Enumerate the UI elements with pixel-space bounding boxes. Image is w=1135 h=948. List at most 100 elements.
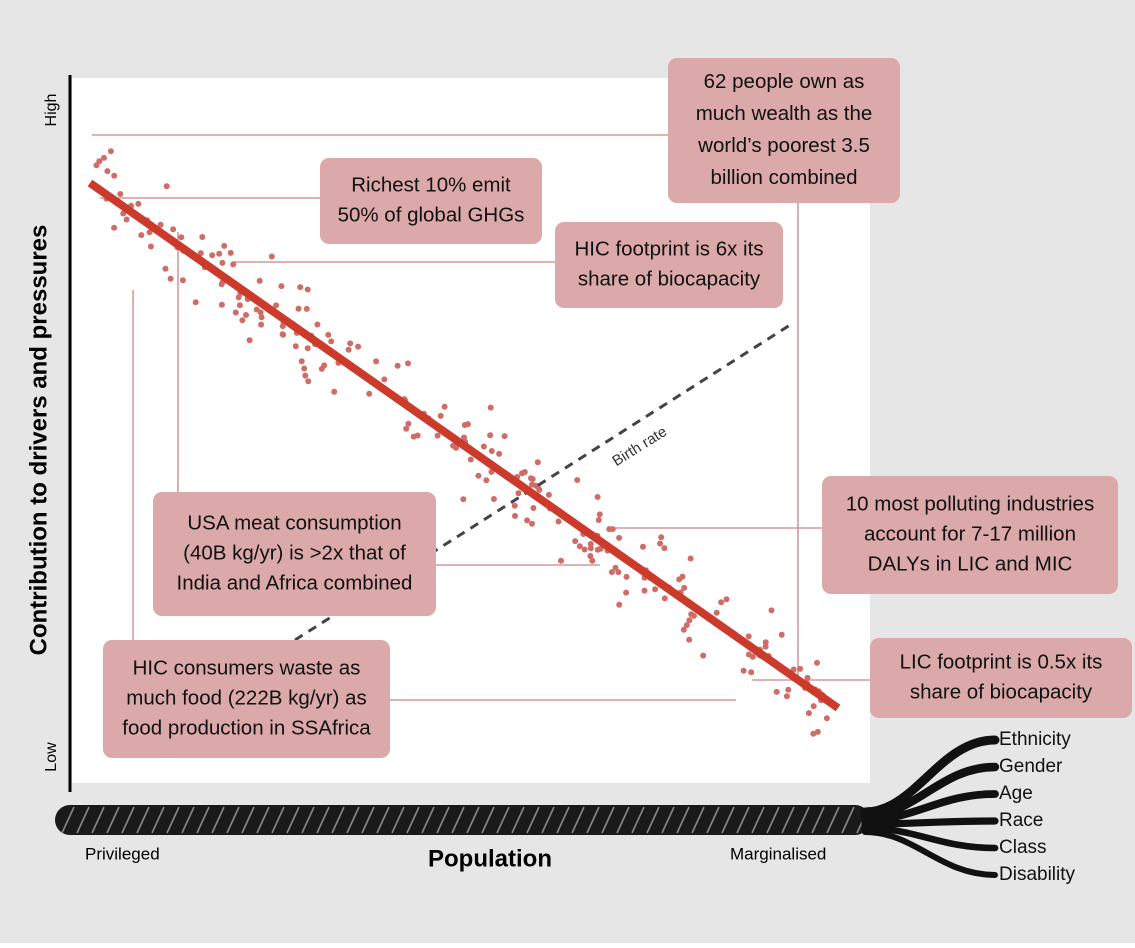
y-high: High [43,94,60,127]
scatter-dot [268,253,275,260]
scatter-dot [487,432,494,439]
scatter-dot [606,526,613,533]
scatter-dot [773,688,780,695]
scatter-dot [594,494,601,500]
rope-twist [211,806,225,834]
scatter-dot [467,456,474,463]
scatter-dot [501,433,508,440]
scatter-dot [394,362,401,369]
callout-text: account for 7-17 million [864,522,1076,545]
scatter-dot [740,667,747,674]
rope-twist [841,806,855,834]
strand-label: Class [999,837,1047,858]
rope-twist [451,806,465,834]
scatter-dot [243,312,249,318]
scatter-dot [745,633,752,640]
scatter-dot [661,545,668,552]
scatter-dot [515,490,522,497]
scatter-dot [101,154,107,161]
scatter-dot [302,372,309,379]
scatter-dot [783,693,790,700]
scatter-dot [111,224,118,231]
callout-text: much food (222B kg/yr) as [126,686,366,709]
rope-twist [331,806,345,834]
scatter-dot [410,433,417,440]
rope-twist [631,806,645,834]
scatter-dot [581,546,588,553]
scatter-dot [723,596,730,603]
rope-twist [166,806,180,834]
scatter-dot [490,496,497,502]
scatter-dot [745,651,752,658]
scatter-dot [157,221,164,228]
scatter-dot [464,421,471,428]
scatter-dot [524,517,531,524]
rope-twist [601,806,615,834]
rope-twist [151,806,165,834]
scatter-dot [612,564,619,571]
callout-box [103,640,390,758]
rope-twist [76,806,90,834]
scatter-dot [405,420,412,427]
rope-twist [616,806,630,834]
scatter-dot [232,309,239,316]
rope-twist [556,806,570,834]
scatter-dot [178,234,185,241]
scatter-dot [713,609,720,616]
strand-label: Age [999,783,1033,804]
scatter-dot [135,200,142,207]
rope-twist [301,806,315,834]
callout-box [668,58,900,203]
rope-twist [241,806,255,834]
scatter-dot [545,491,552,498]
rope-twist [376,806,390,834]
scatter-dot [331,388,338,395]
scatter-dot [218,281,225,288]
scatter-dot [278,283,285,290]
rope-twist [826,806,840,834]
scatter-dot [218,301,225,308]
scatter-dot [170,226,177,233]
scatter-dot [814,659,820,666]
scatter-dot [623,589,630,596]
rope-twist [526,806,540,834]
scatter-dot [219,259,226,266]
y-axis-label: Contribution to drivers and pressures [25,225,52,656]
scatter-dot [676,576,683,583]
scatter-dot [475,472,482,479]
scatter-dot [589,557,596,564]
scatter-dot [93,162,100,169]
rope-twist [271,806,285,834]
rope-twist [736,806,750,834]
scatter-dot [718,599,725,606]
strand [862,829,998,878]
scatter-dot [325,331,332,338]
scatter-dot [236,302,243,309]
scatter-dot [373,358,380,365]
scatter-dot [810,703,817,710]
scatter-dot [572,538,579,545]
trend-line [87,179,841,712]
x-axis-label: Population [428,845,552,872]
scatter-dot [256,277,263,284]
scatter-dot [536,486,543,493]
scatter-dot [587,545,594,552]
rope-twist [256,806,270,834]
scatter-dot [688,611,695,618]
rope-twist [61,806,75,834]
rope-twist [406,806,420,834]
scatter-dot [608,569,615,576]
y-low: Low [43,742,60,772]
scatter-dot [235,294,242,301]
scatter-dot [355,343,362,350]
x-left: Privileged [85,844,160,863]
scatter-dot [460,496,467,503]
scatter-dot [661,595,668,602]
rope-twist [691,806,705,834]
scatter-dot [292,343,299,350]
scatter-dot [686,617,693,624]
rope-twist [226,806,240,834]
scatter-dot [641,587,648,594]
scatter-dot [366,390,373,397]
scatter-dot [640,543,646,550]
